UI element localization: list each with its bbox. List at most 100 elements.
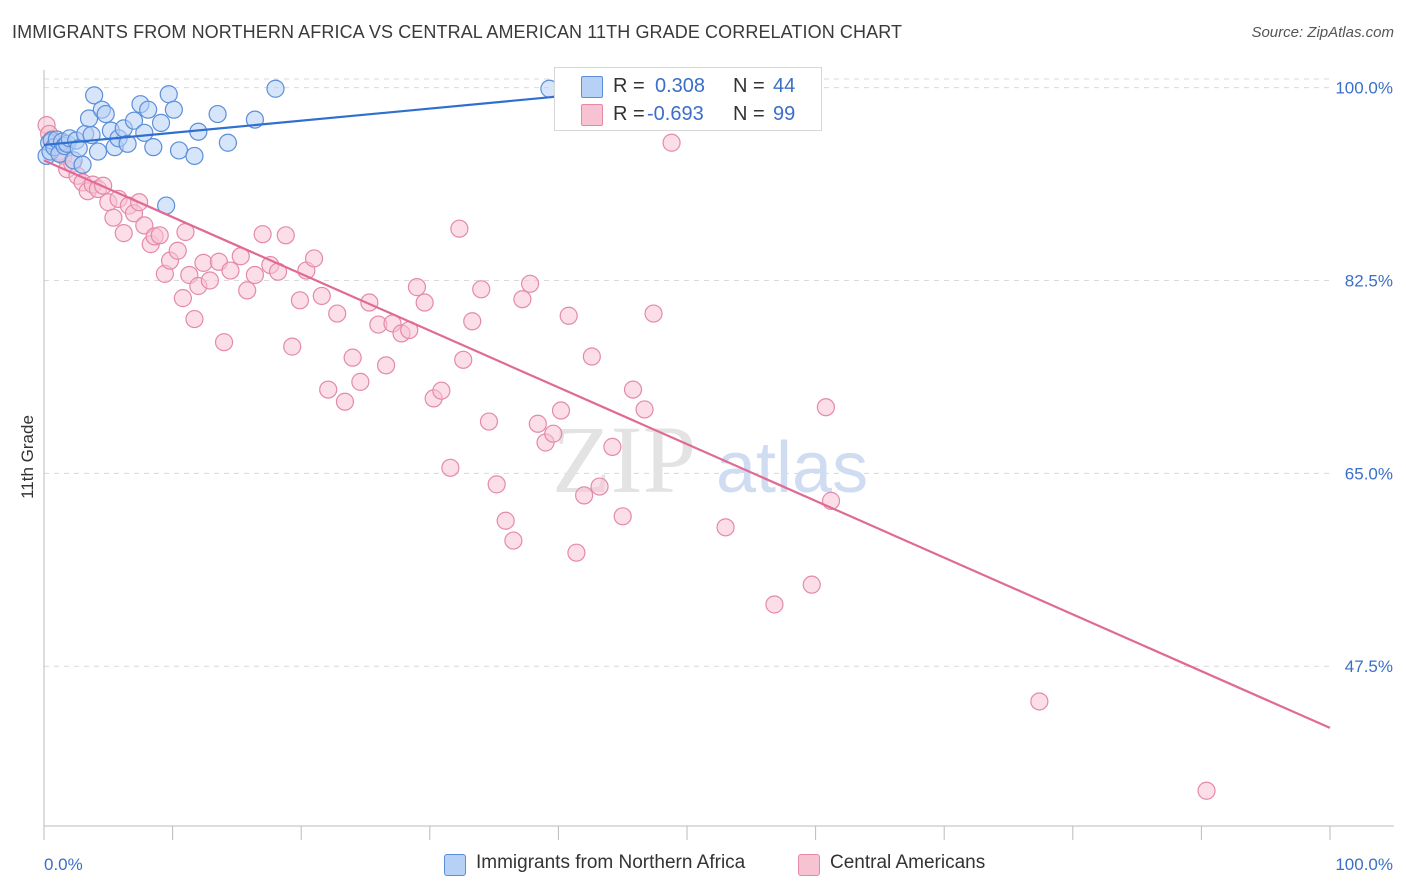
- northern-africa-point: [151, 113, 171, 132]
- central-americans-point: [454, 350, 473, 369]
- central-americans-point: [407, 278, 427, 297]
- legend-pink-label: Central Americans: [830, 852, 986, 873]
- central-americans-point: [312, 286, 331, 306]
- y-tick-label: 100.0%: [1335, 79, 1393, 98]
- northern-africa-point: [159, 85, 178, 104]
- central-americans-point: [276, 226, 295, 245]
- chart-title: IMMIGRANTS FROM NORTHERN AFRICA VS CENTR…: [12, 22, 903, 42]
- central-americans-point: [521, 274, 540, 293]
- northern-africa-point: [135, 123, 154, 142]
- x-tick-label: 100.0%: [1335, 855, 1393, 874]
- central-americans-point: [544, 424, 563, 443]
- central-americans-point: [463, 312, 482, 331]
- central-americans-point: [304, 249, 324, 268]
- legend-blue-label: Immigrants from Northern Africa: [476, 852, 746, 873]
- central-americans-point: [283, 337, 302, 356]
- northern-africa-point: [124, 111, 144, 130]
- r-label: R =: [613, 103, 645, 125]
- central-americans-point: [765, 595, 784, 614]
- central-americans-point: [432, 381, 451, 400]
- central-americans-point: [559, 306, 578, 325]
- legend-blue-swatch: [444, 854, 466, 876]
- y-axis-label: 11th Grade: [18, 415, 37, 499]
- y-tick-label: 65.0%: [1345, 464, 1393, 483]
- central-americans-point: [479, 412, 499, 431]
- central-americans-point: [335, 392, 355, 411]
- central-americans-point: [1030, 692, 1049, 711]
- central-americans-point: [441, 458, 460, 477]
- central-americans-point: [104, 208, 123, 227]
- central-americans-point: [1197, 781, 1216, 800]
- northern-africa-point: [218, 133, 237, 152]
- central-americans-point: [319, 380, 338, 399]
- central-americans-point: [504, 531, 523, 550]
- legend-row-pink: R = -0.693 N = 99: [555, 100, 821, 128]
- central-americans-point: [114, 224, 133, 243]
- northern-africa-point: [185, 146, 204, 166]
- central-americans-point: [635, 400, 654, 419]
- central-americans-point: [575, 486, 594, 505]
- n-value: 44: [773, 75, 796, 97]
- central-americans-point: [415, 293, 434, 312]
- central-americans-point: [450, 219, 469, 238]
- n-value: 99: [773, 103, 796, 125]
- northern-africa-point: [96, 104, 115, 124]
- n-label: N =: [733, 75, 765, 97]
- northern-africa-point: [144, 138, 163, 157]
- central-americans-point: [238, 281, 257, 300]
- central-americans-point: [245, 265, 265, 285]
- source-label: Source: ZipAtlas.com: [1251, 24, 1394, 41]
- northern-africa-point: [169, 141, 189, 160]
- legend-pink-swatch: [798, 854, 820, 876]
- central-americans-point: [194, 253, 213, 272]
- central-americans-point: [173, 289, 192, 308]
- central-americans-point: [716, 518, 735, 537]
- blue-swatch: [581, 76, 603, 98]
- y-tick-label: 47.5%: [1345, 657, 1393, 676]
- central-americans-point: [351, 372, 370, 391]
- central-americans-point: [150, 226, 169, 245]
- central-americans-point: [528, 414, 547, 433]
- central-americans-point: [644, 304, 663, 323]
- pink-swatch: [581, 104, 603, 126]
- central-americans-point: [200, 271, 219, 290]
- northern-africa-point: [139, 100, 158, 119]
- central-americans-point: [551, 401, 571, 420]
- central-americans-point: [185, 309, 204, 329]
- watermark-zip: ZIP: [552, 406, 696, 513]
- central-americans-point: [802, 575, 821, 594]
- northern-africa-point: [85, 86, 104, 105]
- central-americans-point: [472, 280, 491, 299]
- axes: [43, 70, 1394, 840]
- northern-africa-point: [73, 155, 92, 174]
- tick-labels: 100.0% 82.5% 65.0% 47.5% 0.0% 100.0%: [44, 79, 1393, 874]
- n-label: N =: [733, 103, 765, 125]
- central-americans-point: [168, 241, 187, 260]
- northern-africa-point: [208, 104, 227, 124]
- central-americans-point: [290, 291, 310, 310]
- central-americans-point: [214, 333, 234, 352]
- central-americans-point: [603, 437, 622, 456]
- central-americans-point: [623, 380, 643, 399]
- northern-africa-trend-line: [43, 95, 559, 147]
- y-tick-label: 82.5%: [1345, 271, 1393, 290]
- r-label: R =: [613, 75, 645, 97]
- r-value: 0.308: [655, 75, 706, 97]
- northern-africa-point: [164, 100, 183, 119]
- central-americans-point: [343, 348, 362, 367]
- northern-africa-point: [118, 134, 137, 153]
- central-americans-trend-line: [43, 159, 1331, 729]
- central-americans-point: [567, 543, 586, 562]
- central-americans-point: [613, 507, 632, 526]
- central-americans-point: [590, 477, 609, 496]
- x-tick-label: 0.0%: [44, 855, 83, 874]
- watermark: ZIP atlas: [552, 406, 868, 513]
- northern-africa-point: [266, 79, 285, 98]
- northern-africa-point: [88, 142, 108, 161]
- central-americans-point: [221, 261, 240, 280]
- central-americans-point: [376, 356, 396, 375]
- correlation-legend: R = 0.308 N = 44 R = -0.693 N = 99: [554, 67, 822, 131]
- central-americans-point: [496, 511, 515, 530]
- central-americans-point: [816, 398, 835, 417]
